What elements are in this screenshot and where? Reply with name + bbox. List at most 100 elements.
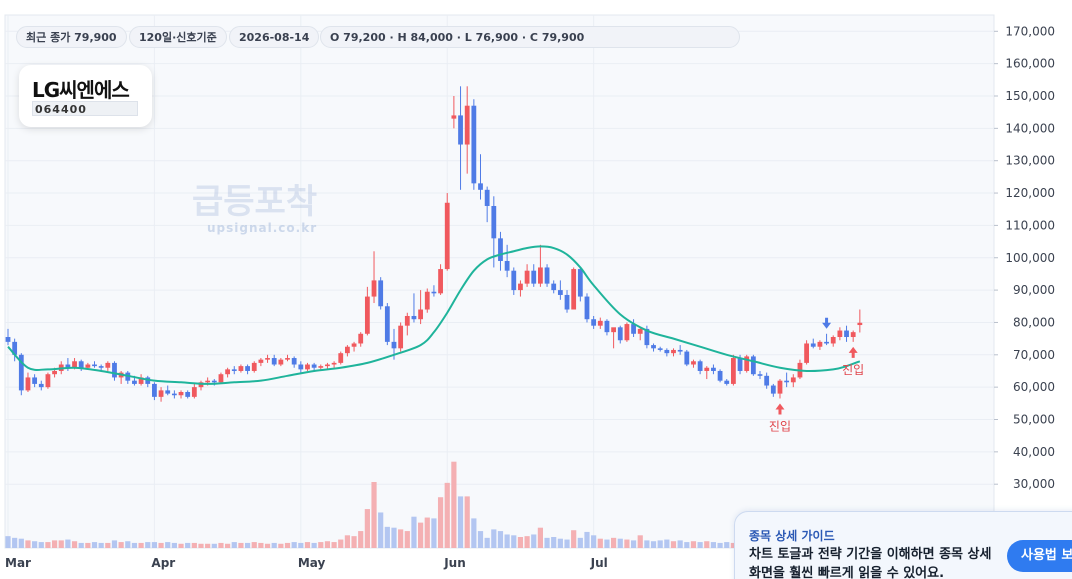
volume-bar [38,542,44,548]
candle [311,362,317,371]
y-tick-label: 80,000 [1013,315,1055,329]
candle-body [265,358,270,360]
candle-body [551,283,557,291]
volume-bar [171,542,177,548]
x-tick-label: Jun [443,556,466,570]
volume-bar [264,543,271,548]
volume-bar [611,537,617,548]
volume-bar [225,543,231,548]
volume-bar [278,543,284,548]
candle-body [384,306,390,342]
candle [604,319,610,336]
volume-bar [391,527,397,548]
candle-body [750,356,756,375]
candle-body [644,328,650,346]
candle [364,286,370,336]
volume-bar [517,537,524,548]
candle-body [92,364,97,367]
candle [438,264,443,295]
candle-body [32,377,38,384]
close-price-badge: 최근 종가 79,900 [16,26,127,48]
candle-body [218,374,224,383]
candle-body [790,377,796,383]
candle [92,361,97,368]
candle [804,340,809,365]
volume-bar [491,529,497,548]
volume-bar [384,526,390,548]
candle [32,374,38,388]
volume-bar [411,516,417,548]
candle-body [711,367,716,371]
candle [704,366,710,380]
volume-bar [630,540,637,548]
candle [651,343,656,352]
candle-body [844,330,849,338]
volume-bar [604,539,610,548]
candle [524,264,530,287]
ohlc-badge: O 79,200 · H 84,000 · L 76,900 · C 79,90… [320,26,740,48]
candle [378,277,384,310]
candle-body [12,341,18,355]
candle [597,317,603,329]
volume-bar [198,543,204,548]
volume-bar [657,540,663,548]
candle-body [684,351,690,365]
volume-bar [344,535,351,548]
candle-body [478,183,483,190]
candle-body [351,343,357,347]
guide-panel: 종목 상세 가이드 차트 토글과 전략 기간을 이해하면 종목 상세 화면을 훨… [734,511,1072,579]
candle-body [205,380,211,383]
candle [711,364,716,375]
candle-body [152,383,157,397]
candle-body [85,364,91,368]
candle-body [225,369,231,375]
candle-body [105,362,111,368]
candle-body [431,291,437,294]
candle [498,231,503,271]
guide-button[interactable]: 사용법 보기 [1007,540,1072,572]
candle-body [325,364,330,367]
guide-title: 종목 상세 가이드 [749,529,835,543]
candle [138,374,144,386]
candle-body [245,366,250,371]
volume-bar [591,535,597,548]
candle [258,358,264,367]
volume-bar [551,537,557,548]
candle-body [444,202,450,270]
volume-bar [364,509,370,548]
candle-body [504,260,510,271]
candle [152,382,157,401]
y-tick-label: 150,000 [1005,89,1055,103]
candle-body [451,115,457,119]
candle-body [744,356,750,371]
stock-logo-card: LG씨엔에스 064400 [19,65,152,127]
volume-bar [218,542,224,548]
volume-bar [504,534,510,548]
volume-bar [338,539,344,548]
candle [824,333,829,346]
watermark-title: 급등포착 [192,182,318,222]
x-tick-label: Jul [590,556,608,570]
candle [637,327,643,341]
candle [564,290,570,313]
y-tick-label: 30,000 [1013,477,1055,491]
candle [338,351,344,365]
volume-bar [650,541,657,548]
candle [231,366,237,375]
candle-body [132,380,137,384]
volume-bar [437,497,444,548]
candle-body [691,361,696,365]
x-tick-label: May [298,556,326,570]
entry-label: 진입 [769,419,791,433]
candle-body [584,296,590,320]
candle [278,358,284,367]
candle-body [458,115,463,145]
candle-body [345,346,350,354]
volume-bar [271,542,277,548]
candle-body [185,392,191,397]
volume-bar [158,542,164,548]
volume-bar [597,538,603,548]
candle [770,383,776,397]
y-tick-label: 70,000 [1013,348,1055,362]
